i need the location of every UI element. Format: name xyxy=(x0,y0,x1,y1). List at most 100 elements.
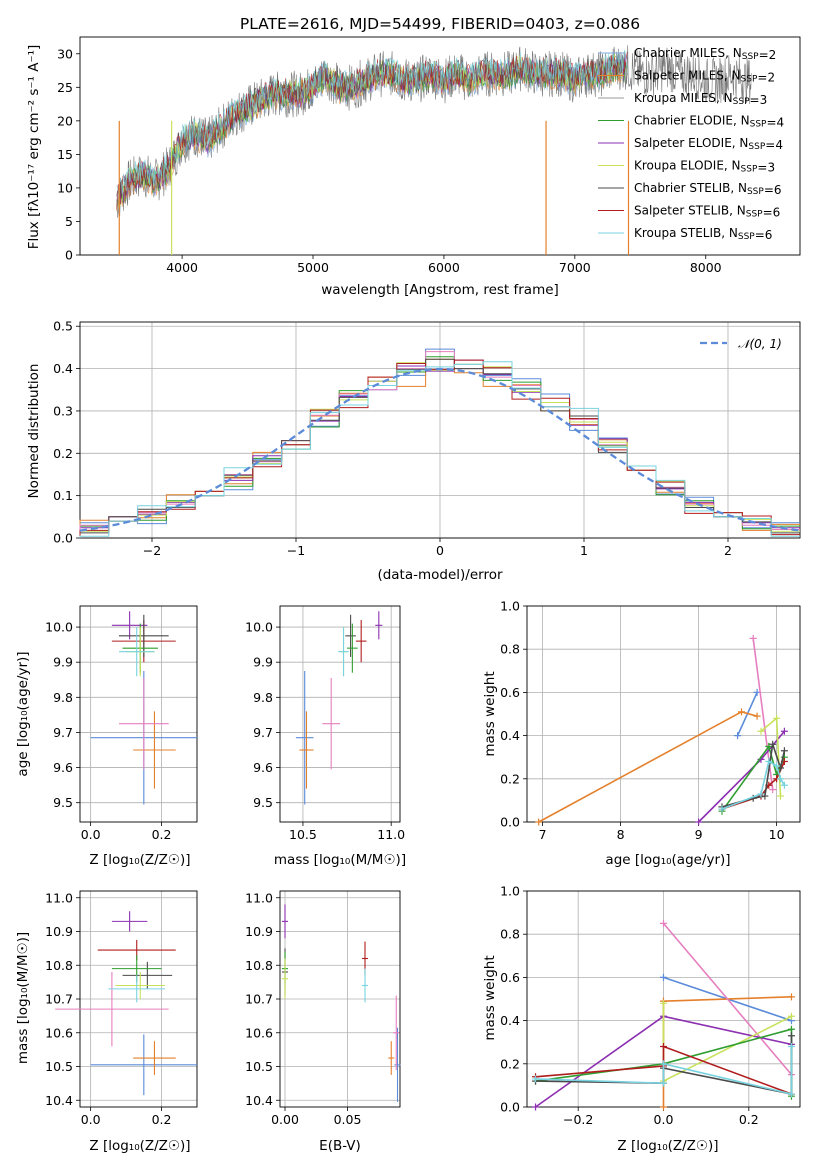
y-tick-label: 9.6 xyxy=(53,760,73,775)
legend-label: Kroupa STELIB, NSSP=6 xyxy=(634,226,772,242)
mass-weight-vs-age-ylabel: mass weight xyxy=(482,671,498,756)
mass-weight-vs-age-xlabel: age [log₁₀(age/yr)] xyxy=(605,852,730,868)
y-tick-label: 10.4 xyxy=(45,1093,73,1108)
x-tick-label: 6000 xyxy=(428,260,460,275)
legend-label: Kroupa ELODIE, NSSP=3 xyxy=(634,159,775,175)
y-tick-label: 0.2 xyxy=(500,1056,520,1071)
y-tick-label: 0.6 xyxy=(500,970,520,985)
mass-weight-marker xyxy=(773,762,781,770)
x-tick-label: 8000 xyxy=(690,260,722,275)
age-vs-mass-xlabel: mass [log₁₀(M/M☉)] xyxy=(274,852,406,868)
mass-weight-marker xyxy=(695,818,703,826)
mass-weight-vs-Z-panel: Z [log₁₀(Z/Z☉)] mass weight −0.2 0.0 0.2 0.… xyxy=(482,884,801,1154)
y-tick-label: 0.4 xyxy=(500,1013,520,1028)
mass-vs-Z-ylabel: mass [log₁₀(M/M☉)] xyxy=(15,932,31,1064)
x-tick-label: 0.2 xyxy=(152,827,172,842)
y-tick-label: 20 xyxy=(57,113,73,128)
x-tick-label: 2 xyxy=(724,543,732,558)
mass-vs-Z-panel: Z [log₁₀(Z/Z☉)] mass [log₁₀(M/M☉)] 0.0 0.… xyxy=(15,890,198,1154)
mass-weight-marker xyxy=(757,790,765,798)
mass-weight-line xyxy=(662,922,793,1076)
mass-weight-marker xyxy=(535,818,543,826)
mass-weight-marker xyxy=(765,742,773,750)
mass-weight-marker xyxy=(753,712,761,720)
mass-weight-marker xyxy=(780,781,788,789)
mass-vs-Z-xlabel: Z [log₁₀(Z/Z☉)] xyxy=(89,1138,190,1154)
y-tick-label: 0 xyxy=(65,248,73,263)
x-tick-label: 10 xyxy=(769,827,785,842)
mass-weight-marker xyxy=(660,1043,667,1051)
x-tick-label: 0.00 xyxy=(271,1112,299,1127)
mass-weight-marker xyxy=(787,1032,795,1040)
mass-weight-marker xyxy=(787,993,795,1001)
axes-frame xyxy=(79,605,198,823)
x-tick-label: 0.0 xyxy=(81,827,101,842)
y-tick-label: 10.7 xyxy=(245,992,273,1007)
x-tick-label: 0.2 xyxy=(739,1112,759,1127)
y-tick-label: 15 xyxy=(57,147,73,162)
x-tick-label: 7000 xyxy=(559,260,591,275)
y-tick-label: 0.5 xyxy=(53,319,73,334)
mass-weight-marker xyxy=(660,919,667,927)
mass-weight-marker xyxy=(660,999,667,1007)
y-tick-label: 9.9 xyxy=(53,655,73,670)
y-tick-label: 9.6 xyxy=(253,760,273,775)
y-tick-label: 10.8 xyxy=(45,958,73,973)
y-tick-label: 30 xyxy=(57,46,73,61)
y-tick-label: 0.8 xyxy=(500,927,520,942)
x-tick-label: 0 xyxy=(436,543,444,558)
model-spectrum-line xyxy=(116,51,628,210)
y-tick-label: 1.0 xyxy=(500,884,520,899)
legend-label: Chabrier STELIB, NSSP=6 xyxy=(634,181,782,197)
spectrum-xlabel: wavelength [Angstrom, rest frame] xyxy=(321,282,559,298)
y-tick-label: 9.5 xyxy=(53,795,73,810)
mass-weight-marker xyxy=(532,1075,540,1083)
mass-weight-marker xyxy=(777,792,784,800)
mass-weight-marker xyxy=(777,775,784,783)
y-tick-label: 0.4 xyxy=(53,361,73,376)
legend-label: Chabrier MILES, NSSP=2 xyxy=(634,46,776,62)
mass-weight-line xyxy=(535,1045,792,1095)
y-tick-label: 10.4 xyxy=(245,1093,273,1108)
y-tick-label: 10.0 xyxy=(45,620,73,635)
y-tick-label: 10.5 xyxy=(45,1059,73,1074)
age-vs-Z-panel: Z [log₁₀(Z/Z☉)] age [log₁₀(age/yr)] 0.0 0… xyxy=(15,605,198,868)
x-tick-label: −1 xyxy=(287,543,305,558)
legend-label: Chabrier ELODIE, NSSP=4 xyxy=(634,114,784,130)
y-tick-label: 0.2 xyxy=(500,771,520,786)
axes-frame xyxy=(79,890,198,1108)
mass-weight-marker xyxy=(734,732,742,740)
mass-weight-marker xyxy=(787,1025,795,1033)
spectrum-ylabel: Flux [fλ10⁻¹⁷ erg cm⁻² s⁻¹ A⁻¹] xyxy=(26,45,42,250)
mass-weight-marker xyxy=(777,764,784,772)
model-spectrum-line xyxy=(116,49,628,200)
spectrum-title: PLATE=2616, MJD=54499, FIBERID=0403, z=0… xyxy=(240,15,640,33)
legend-label: Kroupa MILES, NSSP=3 xyxy=(634,91,767,107)
axes-frame xyxy=(79,321,801,539)
y-tick-label: 10 xyxy=(57,180,73,195)
y-tick-label: 9.9 xyxy=(253,655,273,670)
mass-vs-EBV-panel: E(B-V) 0.00 0.05 10.4 10.5 10.6 10.7 10.8 10.9 1… xyxy=(245,890,401,1154)
residual-histogram-step xyxy=(79,361,800,538)
mass-weight-marker xyxy=(787,1012,795,1020)
mass-weight-marker xyxy=(660,1060,667,1068)
residuals-xlabel: (data-model)/error xyxy=(377,567,503,583)
mass-weight-marker xyxy=(532,1103,540,1111)
mass-weight-marker xyxy=(660,973,667,981)
x-tick-label: 7 xyxy=(539,827,547,842)
y-tick-label: 0.0 xyxy=(53,531,73,546)
y-tick-label: 0.1 xyxy=(53,488,73,503)
mass-weight-marker xyxy=(787,1090,795,1098)
x-tick-label: −2 xyxy=(143,543,161,558)
y-tick-label: 9.5 xyxy=(253,795,273,810)
y-tick-label: 10.5 xyxy=(245,1059,273,1074)
mass-weight-marker xyxy=(738,708,745,716)
y-tick-label: 10.9 xyxy=(45,924,73,939)
x-tick-label: 0.0 xyxy=(81,1112,101,1127)
y-tick-label: 0.6 xyxy=(500,685,520,700)
x-tick-label: 8 xyxy=(617,827,625,842)
legend-label: Salpeter ELODIE, NSSP=4 xyxy=(634,136,783,152)
mass-weight-marker xyxy=(780,747,788,755)
age-vs-mass-panel: mass [log₁₀(M/M☉)] 10.5 11.0 9.5 9.6 9.7 9.8 9… xyxy=(245,605,406,868)
